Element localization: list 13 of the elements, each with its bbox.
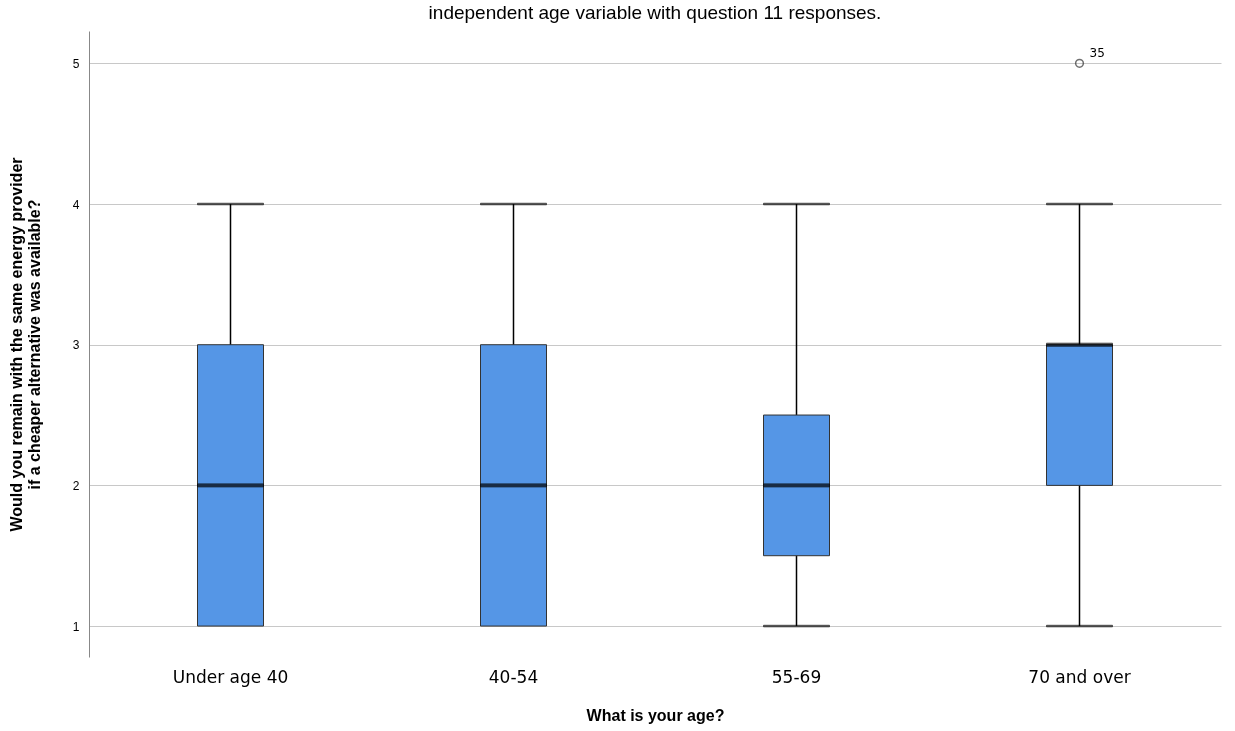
annotation: 35 [1089, 46, 1105, 61]
y-axis-title: Would you remain with the same energy provider if a cheaper alternative was available? [7, 157, 43, 532]
chart-title: independent age variable with question 11 responses. [428, 2, 882, 23]
x-tick-label: Under age 40 [172, 666, 289, 687]
y-tick-label: 3 [72, 338, 80, 353]
x-tick-label: 55-69 [771, 666, 822, 687]
x-tick-label: 70 and over [1028, 666, 1131, 687]
y-tick-label: 1 [72, 619, 80, 634]
y-tick-label: 5 [72, 56, 80, 71]
y-tick-label: 2 [72, 478, 80, 493]
y-tick-label: 4 [72, 197, 80, 212]
x-tick-label: 40-54 [488, 666, 539, 687]
x-axis-title: What is your age? [586, 706, 725, 724]
